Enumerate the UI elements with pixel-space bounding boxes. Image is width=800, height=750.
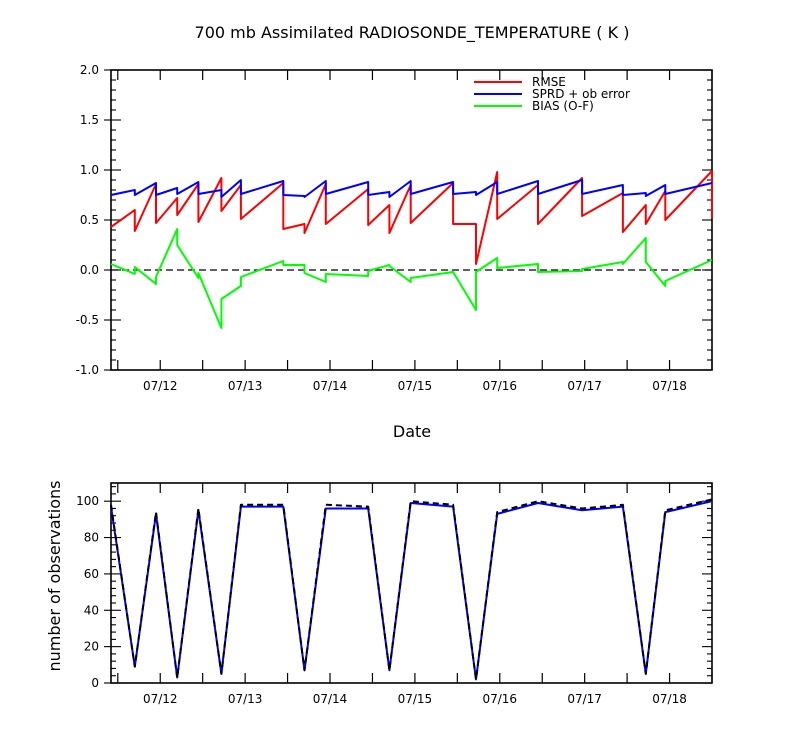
bottom-chart-y-tick-label: 20 <box>84 640 99 654</box>
bottom-chart-plot-frame <box>110 482 713 684</box>
top-chart-x-axis-title: Date <box>393 422 431 441</box>
bottom-chart-y-tick-label: 60 <box>84 567 99 581</box>
top-chart-y-tick-label: -1.0 <box>76 363 99 377</box>
bottom-chart-x-tick-label: 07/12 <box>143 692 178 706</box>
top-chart-x-tick-label: 07/14 <box>313 379 348 393</box>
bottom-chart-x-tick-label: 07/17 <box>567 692 602 706</box>
top-chart-x-tick-label: 07/18 <box>652 379 687 393</box>
top-chart-y-tick-label: 1.5 <box>80 113 99 127</box>
top-chart-x-tick-label: 07/13 <box>228 379 263 393</box>
top-chart-x-tick-label: 07/17 <box>567 379 602 393</box>
legend-label: SPRD + ob error <box>532 87 630 101</box>
bottom-chart-series-solid-0 <box>110 500 713 681</box>
top-chart-y-tick-label: 1.0 <box>80 163 99 177</box>
top-chart-series-sprd-ob-error <box>110 179 713 198</box>
top-chart-series-bias-o-f <box>110 228 713 329</box>
bottom-chart-x-tick-label: 07/15 <box>398 692 433 706</box>
bottom-chart: 07/12 07/13 07/14 07/15 07/16 07/17 07/18 0 20 40… <box>76 482 713 706</box>
top-chart-y-tick-label: 0.5 <box>80 213 99 227</box>
bottom-chart-x-tick-label: 07/13 <box>228 692 263 706</box>
bottom-chart-x-tick-label: 07/18 <box>652 692 687 706</box>
bottom-chart-x-tick-label: 07/14 <box>313 692 348 706</box>
top-chart-title: 700 mb Assimilated RADIOSONDE_TEMPERATUR… <box>195 23 630 43</box>
top-chart-x-tick-label: 07/12 <box>143 379 178 393</box>
bottom-chart-y-tick-label: 40 <box>84 603 99 617</box>
top-chart-y-tick-label: -0.5 <box>76 313 99 327</box>
top-chart-x-tick-label: 07/16 <box>482 379 517 393</box>
bottom-chart-x-tick-label: 07/16 <box>482 692 517 706</box>
bottom-chart-y-tick-label: 80 <box>84 531 99 545</box>
top-chart: 07/12 07/13 07/14 07/15 07/16 07/17 07/18 -1.0 -… <box>76 63 713 393</box>
bottom-chart-y-tick-label: 0 <box>91 676 99 690</box>
top-chart-y-tick-label: 2.0 <box>80 63 99 77</box>
legend-label: BIAS (O-F) <box>532 99 594 113</box>
top-chart-x-tick-label: 07/15 <box>398 379 433 393</box>
bottom-chart-y-axis-title: number of observations <box>45 481 64 672</box>
bottom-chart-series-dashed-1 <box>110 498 713 681</box>
top-chart-y-tick-label: 0.0 <box>80 263 99 277</box>
bottom-chart-y-tick-label: 100 <box>76 494 99 508</box>
legend-label: RMSE <box>532 75 566 89</box>
